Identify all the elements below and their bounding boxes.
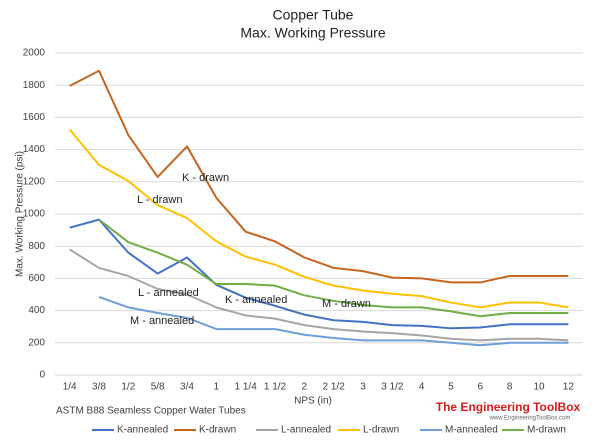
annotation: L - drawn: [137, 194, 182, 206]
x-tick-label: 1/2: [121, 382, 135, 393]
chart-title: Copper Tube: [273, 7, 354, 23]
legend-label: L-drawn: [363, 425, 399, 436]
y-tick-label: 0: [39, 370, 45, 381]
y-tick-label: 1800: [23, 80, 46, 91]
series-line: [68, 128, 569, 309]
series-line: [98, 218, 569, 318]
x-tick-label: 1 1/4: [235, 382, 258, 393]
x-tick-label: 1/4: [63, 382, 77, 393]
series-line: [69, 218, 569, 330]
y-tick-label: 1000: [23, 209, 46, 220]
x-axis-label: NPS (in): [294, 396, 332, 407]
y-tick-label: 1600: [23, 112, 46, 123]
x-tick-label: 5/8: [151, 382, 165, 393]
y-tick-label: 1200: [23, 176, 46, 187]
legend-label: K-drawn: [199, 425, 236, 436]
y-tick-label: 2000: [23, 48, 46, 59]
y-tick-label: 400: [28, 305, 45, 316]
chart-subtitle: Max. Working Pressure: [240, 25, 385, 41]
y-tick-label: 1400: [23, 144, 46, 155]
logo: The Engineering ToolBox: [436, 400, 581, 414]
legend-label: M-drawn: [527, 425, 566, 436]
y-axis-label: Max. Working Pressure (psi): [15, 151, 26, 277]
x-tick-label: 3/4: [180, 382, 194, 393]
x-tick-label: 5: [448, 382, 454, 393]
x-tick-label: 8: [507, 382, 513, 393]
x-tick-label: 12: [563, 382, 575, 393]
y-tick-label: 800: [28, 241, 45, 252]
series-line: [69, 248, 569, 342]
x-tick-label: 3/8: [92, 382, 106, 393]
x-tick-label: 4: [419, 382, 425, 393]
legend-label: M-annealed: [445, 425, 498, 436]
x-tick-label: 1: [214, 382, 220, 393]
x-tick-label: 1 1/2: [264, 382, 287, 393]
y-tick-label: 600: [28, 273, 45, 284]
legend-label: K-annealed: [117, 425, 168, 436]
x-tick-label: 6: [478, 382, 484, 393]
legend-label: L-annealed: [281, 425, 331, 436]
annotation: M - annealed: [130, 315, 194, 327]
x-tick-label: 2: [302, 382, 308, 393]
x-tick-label: 3: [360, 382, 366, 393]
logo-url: www.EngineeringToolBox.com: [489, 416, 571, 422]
series-line: [98, 295, 569, 347]
x-tick-label: 2 1/2: [323, 382, 346, 393]
annotation: L - annealed: [138, 287, 199, 299]
annotation: K - drawn: [182, 172, 229, 184]
x-tick-label: 3 1/2: [381, 382, 404, 393]
series-line: [69, 69, 569, 284]
footnote: ASTM B88 Seamless Copper Water Tubes: [56, 406, 246, 417]
y-tick-label: 200: [28, 337, 45, 348]
annotation: M - drawn: [322, 298, 371, 310]
annotation: K - annealed: [225, 294, 287, 306]
x-tick-label: 10: [533, 382, 545, 393]
